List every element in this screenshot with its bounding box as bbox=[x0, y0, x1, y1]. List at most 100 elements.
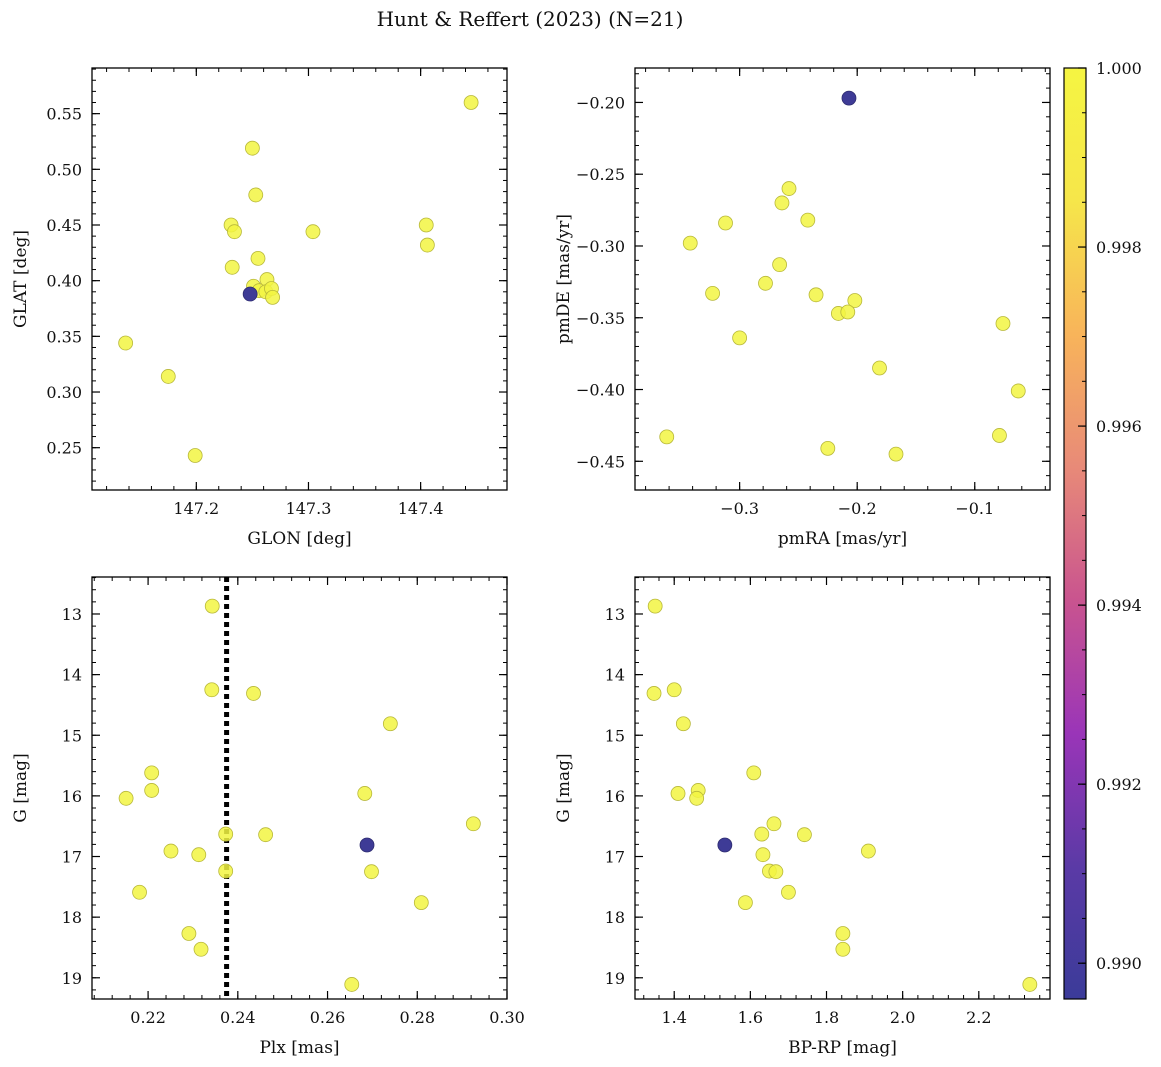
y-tick-label: −0.25 bbox=[576, 165, 625, 184]
data-point bbox=[888, 446, 904, 462]
x-tick-label: 0.30 bbox=[489, 1008, 525, 1027]
y-tick-label: 17 bbox=[605, 848, 625, 867]
data-point bbox=[689, 790, 705, 806]
y-tick-label: 13 bbox=[62, 605, 82, 624]
x-tick-label: 0.26 bbox=[310, 1008, 346, 1027]
data-point bbox=[244, 140, 260, 156]
plot-frame bbox=[634, 67, 1051, 491]
data-point bbox=[872, 360, 887, 376]
colorbar-tick-label: 0.992 bbox=[1096, 775, 1142, 794]
data-point bbox=[738, 895, 753, 910]
data-point bbox=[463, 95, 479, 110]
data-point bbox=[659, 429, 675, 445]
data-point bbox=[995, 316, 1011, 331]
y-tick-label: −0.20 bbox=[576, 93, 625, 112]
data-point bbox=[465, 816, 481, 832]
x-tick-label: 1.6 bbox=[738, 1008, 763, 1027]
y-tick-label: −0.40 bbox=[576, 381, 625, 400]
data-point bbox=[835, 941, 851, 957]
x-axis-label: BP-RP [mag] bbox=[788, 1038, 897, 1058]
plot-frame bbox=[91, 576, 508, 1000]
y-axis-label: G [mag] bbox=[554, 753, 574, 822]
y-tick-label: 14 bbox=[62, 666, 82, 685]
y-tick-label: 0.45 bbox=[46, 216, 82, 235]
x-tick-label: −0.2 bbox=[838, 499, 877, 518]
x-tick-label: 0.28 bbox=[399, 1008, 435, 1027]
y-axis-label: GLAT [deg] bbox=[11, 230, 31, 328]
data-point bbox=[418, 217, 434, 233]
data-point bbox=[359, 837, 375, 853]
data-point bbox=[181, 926, 197, 941]
y-tick-label: 0.25 bbox=[46, 439, 82, 458]
data-point bbox=[218, 863, 234, 879]
y-tick-label: 16 bbox=[605, 787, 625, 806]
data-point bbox=[992, 428, 1007, 443]
data-point bbox=[772, 257, 788, 273]
data-point bbox=[820, 440, 836, 456]
data-point bbox=[732, 330, 748, 346]
y-tick-label: 0.55 bbox=[46, 105, 82, 124]
x-tick-label: 1.8 bbox=[814, 1008, 839, 1027]
data-point bbox=[218, 826, 234, 842]
data-point bbox=[160, 369, 176, 384]
y-tick-label: 16 bbox=[62, 787, 82, 806]
colorbar-tick-label: 0.994 bbox=[1096, 596, 1142, 615]
colorbar-tick-label: 0.998 bbox=[1096, 238, 1142, 257]
data-point bbox=[163, 843, 179, 859]
data-point bbox=[227, 224, 242, 240]
x-tick-label: 147.4 bbox=[398, 499, 444, 518]
data-point bbox=[647, 598, 663, 614]
data-point bbox=[118, 790, 134, 806]
data-point bbox=[781, 181, 797, 196]
data-point bbox=[382, 716, 398, 732]
data-point bbox=[132, 884, 147, 900]
data-point bbox=[364, 864, 379, 880]
y-tick-label: 19 bbox=[605, 969, 625, 988]
data-point bbox=[246, 686, 261, 701]
data-point bbox=[835, 926, 851, 941]
propermotion-panel: −0.3 −0.2 −0.1 −0.45 −0.40 −0.35 −0.30 −0.25 −0.… bbox=[554, 67, 1051, 549]
y-tick-label: 0.35 bbox=[46, 327, 82, 346]
data-point bbox=[1022, 977, 1038, 992]
x-tick-label: 2.2 bbox=[966, 1008, 991, 1027]
data-point bbox=[191, 847, 207, 863]
data-point bbox=[841, 90, 857, 106]
data-point bbox=[242, 286, 258, 302]
data-point bbox=[766, 816, 782, 832]
figure-title: Hunt & Reffert (2023) (N=21) bbox=[377, 7, 684, 31]
data-point bbox=[754, 826, 770, 842]
glon-glat-panel: 147.2 147.3 147.4 0.25 0.30 0.35 0.40 0.45 0.50 0… bbox=[11, 67, 508, 549]
colorbar: 0.990 0.992 0.994 0.996 0.998 1.000 bbox=[1063, 59, 1142, 1000]
data-point bbox=[847, 293, 863, 308]
data-point bbox=[144, 783, 160, 798]
data-point bbox=[265, 289, 280, 305]
y-tick-label: −0.45 bbox=[576, 452, 625, 471]
x-tick-label: −0.1 bbox=[955, 499, 994, 518]
data-point bbox=[204, 598, 220, 614]
y-tick-label: 0.40 bbox=[46, 272, 82, 291]
data-point bbox=[204, 682, 220, 698]
data-point bbox=[800, 212, 816, 228]
y-tick-label: 17 bbox=[62, 848, 82, 867]
colorbar-tick-label: 0.990 bbox=[1096, 954, 1142, 973]
parallax-magnitude-panel: 0.22 0.24 0.26 0.28 0.30 13 14 15 16 17 18 19 Plx [m… bbox=[11, 576, 525, 1058]
data-point bbox=[666, 682, 682, 698]
data-point bbox=[774, 195, 790, 211]
data-point bbox=[705, 285, 720, 301]
data-point bbox=[670, 786, 686, 801]
y-tick-label: 0.50 bbox=[46, 160, 82, 179]
x-tick-label: 0.24 bbox=[220, 1008, 256, 1027]
data-point bbox=[344, 977, 360, 992]
y-tick-label: −0.30 bbox=[576, 237, 625, 256]
data-point bbox=[193, 941, 209, 957]
data-point bbox=[860, 843, 876, 859]
data-point bbox=[357, 786, 373, 801]
data-point bbox=[797, 827, 812, 843]
data-point bbox=[746, 765, 762, 781]
x-tick-label: 147.2 bbox=[173, 499, 219, 518]
data-point bbox=[248, 187, 264, 203]
colorbar-tick-label: 0.996 bbox=[1096, 417, 1142, 436]
data-point bbox=[646, 686, 662, 701]
y-tick-label: 18 bbox=[62, 908, 82, 927]
data-point bbox=[413, 895, 429, 910]
